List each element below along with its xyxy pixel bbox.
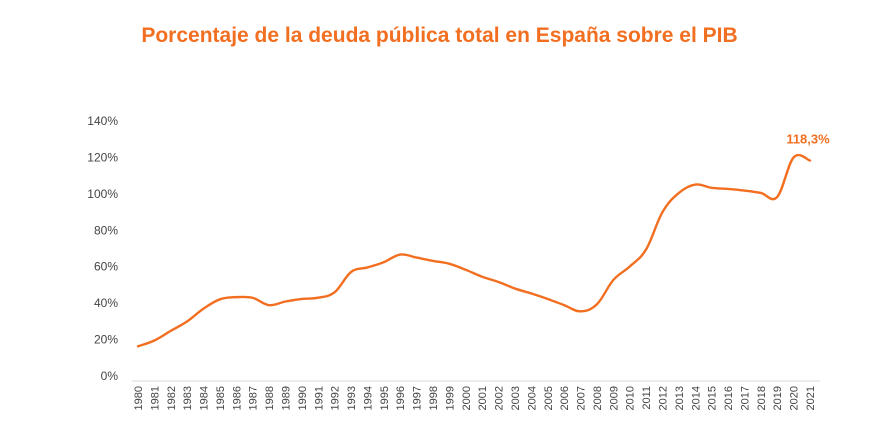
x-tick-label: 2002 xyxy=(494,386,506,410)
y-tick-label: 20% xyxy=(94,333,118,347)
x-tick-label: 2014 xyxy=(690,386,702,410)
x-tick-label: 2019 xyxy=(772,386,784,410)
x-tick-label: 1993 xyxy=(346,386,358,410)
x-tick-label: 2004 xyxy=(526,386,538,410)
x-tick-label: 2015 xyxy=(707,386,719,410)
x-tick-label: 2000 xyxy=(461,386,473,410)
x-tick-label: 1996 xyxy=(395,386,407,410)
x-axis: 1980 1981 1982 1983 1984 1985 1986 1987 1988 1989… xyxy=(133,386,817,410)
x-tick-label: 2021 xyxy=(805,386,817,410)
x-tick-label: 1995 xyxy=(379,386,391,410)
series-line-debt xyxy=(136,153,812,348)
x-tick-label: 2010 xyxy=(625,386,637,410)
x-tick-label: 1994 xyxy=(362,386,374,410)
y-tick-label: 60% xyxy=(94,260,118,274)
x-tick-label: 2007 xyxy=(576,386,588,410)
y-tick-label: 140% xyxy=(87,114,118,128)
data-label-2021: 118,3% xyxy=(786,132,830,147)
x-tick-label: 2012 xyxy=(657,386,669,410)
y-tick-label: 80% xyxy=(94,223,118,237)
x-tick-label: 2020 xyxy=(789,386,801,410)
x-tick-label: 1980 xyxy=(133,386,145,410)
x-tick-label: 1986 xyxy=(231,386,243,410)
x-tick-label: 1984 xyxy=(199,386,211,410)
x-tick-label: 2009 xyxy=(608,386,620,410)
x-tick-label: 2005 xyxy=(543,386,555,410)
x-tick-label: 2013 xyxy=(674,386,686,410)
x-tick-label: 2008 xyxy=(592,386,604,410)
y-tick-label: 0% xyxy=(101,369,119,383)
x-tick-label: 1998 xyxy=(428,386,440,410)
x-tick-label: 2017 xyxy=(739,386,751,410)
x-tick-label: 2006 xyxy=(559,386,571,410)
x-tick-label: 1987 xyxy=(248,386,260,410)
x-tick-label: 1988 xyxy=(264,386,276,410)
x-tick-label: 2011 xyxy=(641,386,653,410)
x-tick-label: 1990 xyxy=(297,386,309,410)
x-tick-label: 1982 xyxy=(166,386,178,410)
x-tick-label: 1992 xyxy=(330,386,342,410)
y-axis: 0% 20% 40% 60% 80% 100% 120% 140% xyxy=(87,114,118,383)
x-tick-label: 1981 xyxy=(149,386,161,410)
x-tick-label: 1999 xyxy=(444,386,456,410)
chart-title: Porcentaje de la deuda pública total en … xyxy=(141,24,738,47)
x-tick-label: 2001 xyxy=(477,386,489,410)
x-tick-label: 1997 xyxy=(412,386,424,410)
x-tick-label: 1985 xyxy=(215,386,227,410)
x-tick-label: 2018 xyxy=(756,386,768,410)
x-tick-label: 1991 xyxy=(313,386,325,410)
y-tick-label: 120% xyxy=(87,150,118,164)
y-tick-label: 100% xyxy=(87,187,118,201)
x-tick-label: 1989 xyxy=(281,386,293,410)
x-tick-label: 2016 xyxy=(723,386,735,410)
x-tick-label: 1983 xyxy=(182,386,194,410)
x-tick-label: 2003 xyxy=(510,386,522,410)
y-tick-label: 40% xyxy=(94,296,118,310)
